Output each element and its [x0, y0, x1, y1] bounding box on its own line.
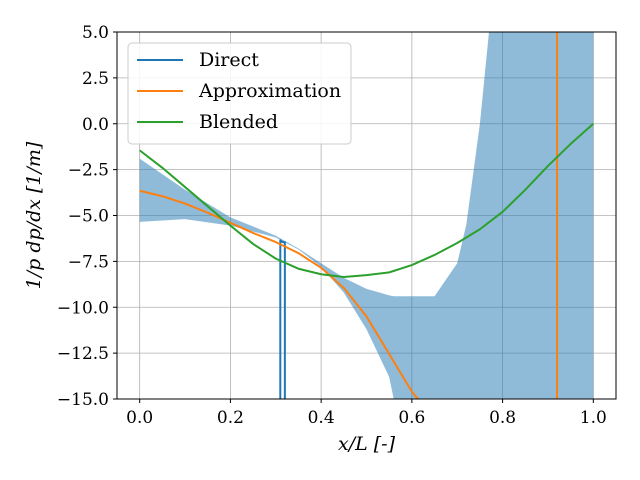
y-tick-label-7: −12.5	[57, 344, 109, 364]
y-axis-label: 1/p dp/dx [1/m]	[23, 141, 45, 289]
axis-ticks: 0.0 0.2 0.4 0.6 0.8 1.0 5.0 2.5 0.0 −2.5 −5.0 −7.5 −…	[57, 23, 607, 428]
y-tick-label-6: −10.0	[57, 298, 109, 318]
legend-label-blended: Blended	[199, 111, 278, 133]
y-tick-label-0: 5.0	[82, 23, 109, 43]
y-tick-label-2: 0.0	[82, 115, 109, 135]
x-tick-label-4: 0.8	[489, 408, 516, 428]
series-line-approximation	[139, 32, 559, 399]
y-tick-label-1: 2.5	[82, 69, 109, 89]
y-tick-label-5: −7.5	[68, 252, 109, 272]
series-line-direct	[279, 239, 286, 399]
legend-box	[127, 42, 352, 145]
uncertainty-band-area	[139, 32, 594, 399]
uncertainty-band	[139, 32, 594, 399]
x-tick-label-3: 0.6	[398, 408, 425, 428]
y-tick-label-4: −5.0	[68, 207, 109, 227]
series-layer	[139, 32, 594, 399]
x-tick-label-5: 1.0	[580, 408, 607, 428]
x-tick-label-0: 0.0	[126, 408, 153, 428]
y-tick-label-3: −2.5	[68, 161, 109, 181]
legend-label-approximation: Approximation	[198, 80, 341, 102]
legend-label-direct: Direct	[199, 49, 259, 71]
x-axis-label: x/L [-]	[338, 433, 396, 455]
x-tick-label-1: 0.2	[217, 408, 244, 428]
series-line-blended	[139, 123, 594, 278]
y-tick-label-8: −15.0	[57, 390, 109, 410]
x-tick-label-2: 0.4	[308, 408, 335, 428]
legend: Direct Approximation Blended	[127, 42, 352, 145]
